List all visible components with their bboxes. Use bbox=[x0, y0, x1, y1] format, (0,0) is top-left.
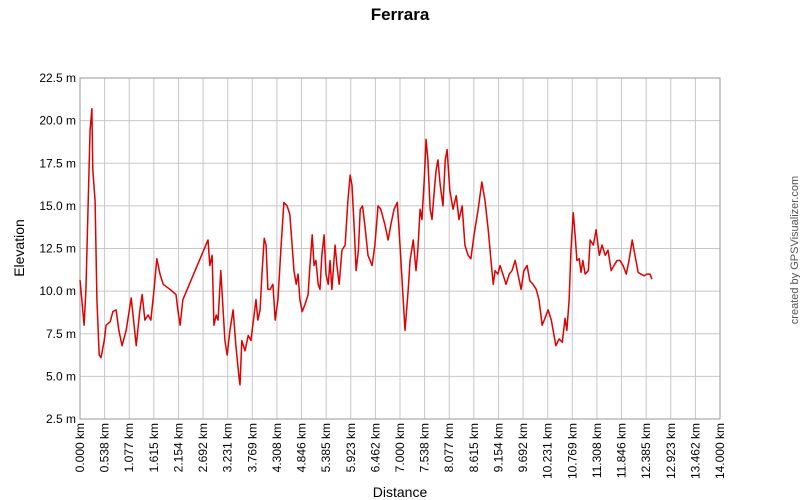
x-tick-label: 10.769 km bbox=[565, 423, 579, 479]
x-tick-label: 3.769 km bbox=[245, 423, 259, 472]
x-tick-label: 4.308 km bbox=[270, 423, 284, 472]
y-tick-label: 17.5 m bbox=[39, 156, 76, 170]
x-tick-label: 5.923 km bbox=[344, 423, 358, 472]
elevation-line bbox=[79, 107, 653, 386]
x-tick-label: 14.000 km bbox=[713, 423, 727, 479]
x-tick-label: 8.615 km bbox=[467, 423, 481, 472]
y-tick-label: 15.0 m bbox=[39, 199, 76, 213]
x-tick-label: 9.692 km bbox=[516, 423, 530, 472]
y-tick-label: 22.5 m bbox=[39, 71, 76, 85]
x-tick-label: 2.154 km bbox=[171, 423, 185, 472]
y-tick-label: 7.5 m bbox=[46, 327, 76, 341]
x-tick-label: 11.846 km bbox=[615, 423, 629, 478]
y-axis-label: Elevation bbox=[11, 219, 27, 277]
x-axis-label: Distance bbox=[373, 484, 428, 500]
x-tick-label: 12.385 km bbox=[639, 423, 653, 479]
plot-frame bbox=[79, 77, 721, 420]
x-tick-label: 0.000 km bbox=[73, 423, 87, 472]
x-tick-label: 13.462 km bbox=[688, 423, 702, 479]
x-tick-label: 7.000 km bbox=[393, 423, 407, 472]
y-tick-label: 10.0 m bbox=[39, 284, 76, 298]
y-tick-label: 12.5 m bbox=[39, 242, 76, 256]
chart-title: Ferrara bbox=[371, 5, 430, 24]
x-tick-label: 8.077 km bbox=[442, 423, 456, 472]
x-tick-label: 1.077 km bbox=[122, 423, 136, 472]
x-tick-label: 2.692 km bbox=[196, 423, 210, 472]
x-tick-label: 12.923 km bbox=[664, 423, 678, 479]
x-tick-label: 6.462 km bbox=[368, 423, 382, 472]
x-tick-label: 5.385 km bbox=[319, 423, 333, 472]
x-tick-label: 7.538 km bbox=[418, 423, 432, 472]
y-tick-label: 20.0 m bbox=[39, 114, 76, 128]
x-tick-label: 11.308 km bbox=[590, 423, 604, 478]
x-tick-label: 3.231 km bbox=[221, 423, 235, 472]
y-tick-label: 2.5 m bbox=[46, 412, 76, 426]
x-tick-label: 10.231 km bbox=[541, 423, 555, 479]
y-tick-label: 5.0 m bbox=[46, 369, 76, 383]
x-tick-label: 0.538 km bbox=[98, 423, 112, 472]
credit: created by GPSVisualizer.com bbox=[789, 176, 800, 324]
x-tick-label: 4.846 km bbox=[295, 423, 309, 472]
x-tick-label: 9.154 km bbox=[491, 423, 505, 472]
x-tick-label: 1.615 km bbox=[147, 423, 161, 472]
